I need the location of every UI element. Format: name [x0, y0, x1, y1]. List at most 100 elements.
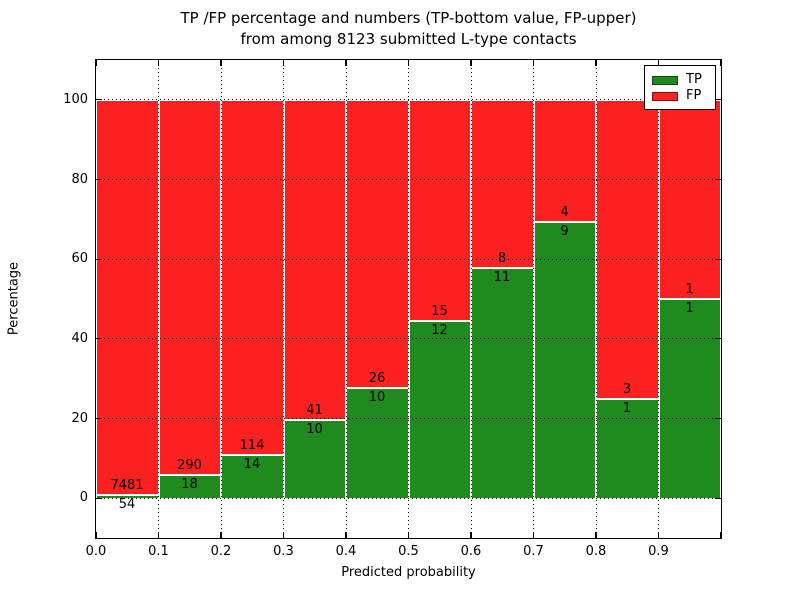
- annotation-tp-count-4: 10: [368, 389, 386, 405]
- y-tick-label: 100: [63, 91, 88, 107]
- gridline-vertical: [408, 60, 409, 538]
- x-tick-mark-top: [345, 60, 347, 66]
- x-tick-label: 0.4: [335, 544, 357, 559]
- y-tick-label: 80: [71, 171, 88, 187]
- y-tick-label: 40: [71, 330, 88, 346]
- y-tick-mark-left: [96, 338, 102, 340]
- x-tick-label: 0.6: [460, 544, 482, 559]
- annotation-fp-count-4: 26: [368, 370, 386, 386]
- x-tick-mark-top: [595, 60, 597, 66]
- x-tick-label: 0.2: [210, 544, 232, 559]
- y-tick-label: 20: [71, 410, 88, 426]
- x-tick-mark-bottom: [720, 532, 722, 538]
- x-axis-label: Predicted probability: [341, 565, 476, 580]
- bar-fp-segment-2: [221, 99, 284, 455]
- gridline-vertical: [283, 60, 284, 538]
- legend: TP FP: [644, 65, 716, 110]
- gridline-vertical: [158, 60, 159, 538]
- chart-title-line2: from among 8123 submitted L-type contact…: [240, 30, 577, 48]
- annotation-tp-count-6: 11: [493, 269, 511, 285]
- x-tick-mark-bottom: [345, 532, 347, 538]
- x-tick-mark-bottom: [407, 532, 410, 538]
- annotation-tp-count-5: 12: [431, 323, 448, 339]
- annotation-fp-count-7: 4: [560, 205, 569, 221]
- bar-fp-segment-4: [346, 99, 409, 388]
- y-tick-mark-left: [96, 417, 102, 420]
- x-tick-mark-bottom: [595, 532, 597, 538]
- bar-fp-segment-8: [596, 99, 659, 399]
- x-tick-mark-bottom: [220, 532, 222, 538]
- bar-tp-segment-9: [658, 299, 721, 499]
- y-tick-mark-left: [96, 99, 102, 101]
- x-tick-mark-top: [532, 60, 535, 66]
- x-tick-label: 0.7: [523, 544, 544, 559]
- x-tick-mark-bottom: [657, 532, 660, 538]
- bar-tp-segment-5: [408, 321, 471, 499]
- bar-fp-segment-3: [283, 99, 346, 421]
- y-tick-mark-right: [715, 338, 721, 340]
- bar-fp-segment-7: [533, 99, 596, 223]
- legend-swatch-tp: [652, 75, 678, 85]
- y-tick-mark-left: [96, 178, 102, 181]
- annotation-tp-count-7: 9: [560, 224, 569, 240]
- x-tick-mark-top: [220, 60, 222, 66]
- legend-item-tp: TP: [652, 72, 708, 88]
- bar-tp-segment-7: [533, 222, 596, 499]
- annotation-tp-count-9: 1: [685, 301, 694, 316]
- x-tick-mark-top: [282, 60, 285, 66]
- gridline-vertical: [345, 60, 347, 538]
- gridline-horizontal: [96, 497, 721, 499]
- y-tick-mark-right: [715, 258, 721, 260]
- annotation-fp-count-2: 114: [239, 437, 265, 453]
- y-tick-mark-right: [715, 99, 721, 101]
- x-tick-mark-bottom: [470, 532, 472, 538]
- gridline-horizontal: [96, 179, 721, 180]
- annotation-tp-count-0: 54: [118, 497, 136, 513]
- gridline-vertical: [658, 60, 659, 538]
- x-tick-mark-top: [157, 60, 160, 66]
- annotation-fp-count-0: 7481: [110, 478, 144, 494]
- chart-title-line1: TP /FP percentage and numbers (TP-bottom…: [180, 9, 637, 27]
- y-tick-mark-right: [715, 417, 721, 420]
- x-tick-label: 0.8: [585, 544, 607, 559]
- bar-fp-segment-5: [408, 99, 471, 322]
- y-tick-label: 0: [79, 490, 88, 506]
- gridline-vertical: [595, 60, 597, 538]
- gridline-horizontal: [96, 418, 721, 419]
- x-tick-label: 0.5: [398, 544, 419, 559]
- bar-fp-segment-6: [471, 99, 534, 268]
- annotation-tp-count-3: 10: [306, 422, 323, 438]
- x-tick-mark-top: [407, 60, 410, 66]
- x-tick-mark-bottom: [532, 532, 535, 538]
- annotation-fp-count-9: 1: [685, 282, 694, 297]
- x-tick-mark-bottom: [282, 532, 285, 538]
- x-tick-mark-top: [95, 60, 97, 66]
- x-tick-label: 0.0: [85, 544, 107, 559]
- x-tick-mark-top: [470, 60, 472, 66]
- y-axis-label: Percentage: [6, 261, 22, 336]
- annotation-tp-count-2: 14: [243, 456, 261, 472]
- x-tick-label: 0.3: [273, 544, 294, 559]
- legend-label-tp: TP: [686, 72, 702, 87]
- x-tick-label: 0.1: [148, 544, 169, 559]
- annotation-fp-count-5: 15: [431, 304, 448, 320]
- gridline-vertical: [470, 60, 472, 538]
- bar-fp-segment-9: [658, 99, 721, 299]
- x-tick-label: 0.9: [648, 544, 669, 559]
- annotation-fp-count-1: 290: [177, 457, 202, 473]
- gridline-horizontal: [96, 258, 721, 260]
- gridline-horizontal: [96, 99, 721, 101]
- y-tick-label: 60: [71, 251, 88, 267]
- x-tick-mark-bottom: [95, 532, 97, 538]
- bar-fp-segment-0: [96, 99, 159, 496]
- legend-item-fp: FP: [652, 88, 708, 104]
- x-tick-mark-bottom: [157, 532, 160, 538]
- y-tick-mark-left: [96, 258, 102, 260]
- gridline-horizontal: [96, 338, 721, 340]
- gridline-vertical: [220, 60, 222, 538]
- legend-swatch-fp: [652, 91, 678, 101]
- y-tick-mark-left: [96, 497, 102, 499]
- annotation-tp-count-1: 18: [181, 476, 198, 492]
- y-tick-mark-right: [715, 497, 721, 499]
